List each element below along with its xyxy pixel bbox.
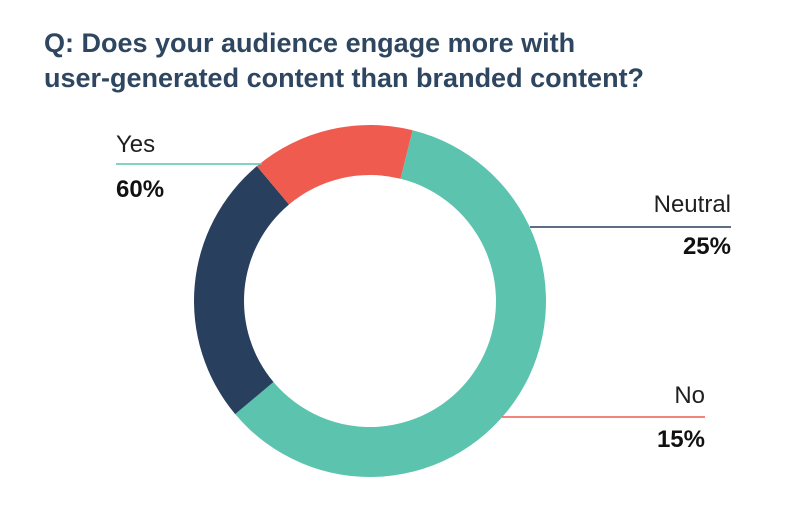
slice-value-neutral: 25% (683, 233, 731, 260)
chart-title: Q: Does your audience engage more with u… (44, 26, 764, 96)
chart-title-line-1: Q: Does your audience engage more with (44, 28, 576, 58)
donut-slice-no (256, 124, 413, 205)
slice-label-yes: Yes (116, 131, 155, 158)
donut-slice-neutral (193, 166, 290, 415)
donut-slice-yes (235, 130, 546, 477)
leader-lines (116, 163, 731, 418)
slice-value-yes: 60% (116, 176, 164, 203)
chart-title-line-2: user-generated content than branded cont… (44, 63, 645, 93)
slice-label-neutral: Neutral (654, 191, 731, 218)
slice-value-no: 15% (657, 426, 705, 453)
slice-label-no: No (674, 382, 705, 409)
donut-slices (193, 124, 546, 477)
